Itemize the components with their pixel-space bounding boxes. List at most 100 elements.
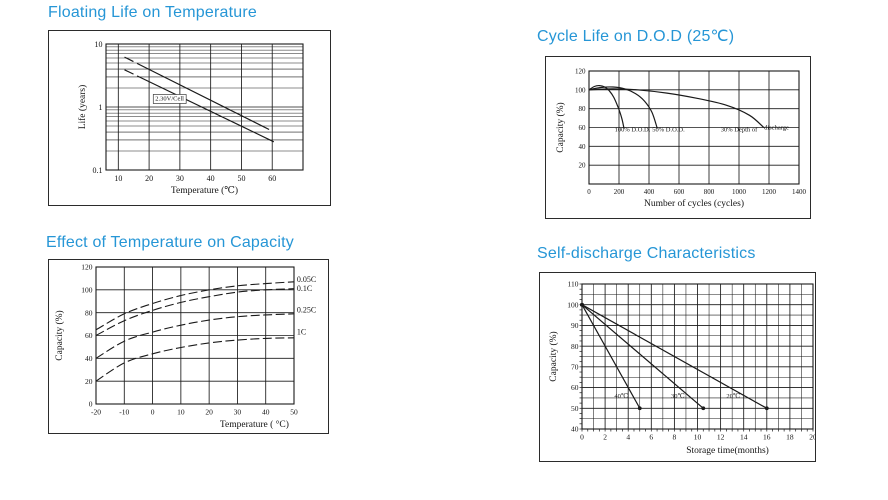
y-axis-label: Life (years) xyxy=(77,85,88,130)
x-tick-label: 14 xyxy=(740,433,748,442)
y-tick-label: 1 xyxy=(99,103,103,112)
chart-annotation: 1C xyxy=(297,327,306,336)
series-dod-30-percent xyxy=(588,88,765,128)
chart-panel-temperature-capacity: -20 -10 0 10 20 30 40 50 0 20 40 60 80 100 120 0.05C 0.1… xyxy=(48,259,329,434)
chart-annotation: 40℃ xyxy=(614,392,628,400)
chart-annotation: 30% Depth of xyxy=(721,127,758,134)
x-tick-label: 30 xyxy=(234,408,242,417)
x-tick-label: 1400 xyxy=(792,188,807,196)
chart-panel-self-discharge: 0 2 4 6 8 10 12 14 16 18 20 40 50 60 70 80 90 100 110 40℃ 30… xyxy=(539,272,816,462)
x-axis-label: Number of cycles (cycles) xyxy=(644,198,744,209)
series-storage-30C xyxy=(581,304,704,409)
series-storage-40C xyxy=(581,304,641,409)
y-tick-label: 10 xyxy=(95,40,103,49)
y-axis-label: Capacity (%) xyxy=(54,310,65,360)
chart-panel-floating-life: 10 20 30 40 50 60 10 1 0.1 2.30V/Cell Temperature … xyxy=(48,30,331,206)
y-tick-label: 90 xyxy=(571,321,579,330)
x-tick-label: 20 xyxy=(205,408,213,417)
series-rate-1C xyxy=(95,337,295,382)
x-tick-label: 12 xyxy=(717,433,725,442)
x-tick-label: 60 xyxy=(268,174,276,183)
chart-panel-cycle-life: 0 200 400 600 800 1000 1200 1400 20 40 60 80 100 120 1… xyxy=(545,56,811,219)
x-tick-label: 600 xyxy=(674,188,685,196)
x-tick-label: 1200 xyxy=(762,188,777,196)
series-rate-0.1C xyxy=(95,288,295,336)
chart-svg-temperature-capacity: -20 -10 0 10 20 30 40 50 0 20 40 60 80 100 120 0.05C0.1… xyxy=(54,263,316,430)
chart-annotation: 30℃ xyxy=(671,392,685,400)
data-point-marker xyxy=(637,406,642,411)
chart-annotation: 2.30V/Cell xyxy=(155,95,184,102)
x-tick-label: 20 xyxy=(809,433,815,442)
series-rate-0.05C xyxy=(95,281,295,331)
y-tick-label: 100 xyxy=(567,300,579,309)
x-tick-label: 10 xyxy=(177,408,185,417)
x-tick-label: 8 xyxy=(673,433,677,442)
x-tick-label: 2 xyxy=(603,433,607,442)
y-tick-label: 40 xyxy=(85,354,93,363)
y-tick-label: 120 xyxy=(81,263,93,272)
y-tick-label: 0.1 xyxy=(93,166,103,175)
chart-annotation: 0.1C xyxy=(297,284,312,293)
y-axis-label: Capacity (%) xyxy=(548,331,559,381)
chart-title-floating-life: Floating Life on Temperature xyxy=(48,4,257,21)
x-tick-label: 10 xyxy=(694,433,702,442)
chart-annotation: discharge xyxy=(764,124,789,131)
y-tick-label: 100 xyxy=(575,86,586,94)
x-tick-label: 16 xyxy=(763,433,771,442)
y-tick-label: 80 xyxy=(85,308,93,317)
series-dod-50-percent xyxy=(588,86,658,129)
data-point-marker xyxy=(764,406,769,411)
y-tick-label: 80 xyxy=(571,342,579,351)
x-tick-label: -10 xyxy=(119,408,129,417)
y-tick-label: 100 xyxy=(81,285,93,294)
y-tick-label: 20 xyxy=(579,162,587,170)
series-storage-20C xyxy=(581,304,768,409)
y-tick-label: 50 xyxy=(571,404,579,413)
x-tick-label: 40 xyxy=(207,174,215,183)
chart-annotation: 0.05C xyxy=(297,275,316,284)
x-tick-label: 0 xyxy=(587,188,591,196)
x-tick-label: 200 xyxy=(614,188,625,196)
chart-annotation: 0.25C xyxy=(297,306,316,315)
x-tick-label: 50 xyxy=(290,408,298,417)
x-tick-label: 4 xyxy=(626,433,630,442)
x-tick-label: 20 xyxy=(145,174,153,183)
chart-svg-floating-life: 10 20 30 40 50 60 10 1 0.1 2.30V/Cell Temperature … xyxy=(77,40,304,196)
x-tick-label: 50 xyxy=(237,174,245,183)
annotation-box xyxy=(152,94,187,104)
y-tick-label: 20 xyxy=(85,377,93,386)
y-tick-label: 80 xyxy=(579,105,587,113)
x-axis-label: Temperature ( °C) xyxy=(220,419,289,430)
chart-title-cycle-life: Cycle Life on D.O.D (25℃) xyxy=(537,28,735,45)
series-float-life-upper-limit xyxy=(124,56,270,131)
y-tick-label: 40 xyxy=(571,425,579,434)
y-tick-label: 60 xyxy=(85,331,93,340)
data-point-marker xyxy=(701,406,706,411)
x-tick-label: 1000 xyxy=(732,188,747,196)
x-axis-label: Temperature (℃) xyxy=(171,185,238,196)
x-tick-label: -20 xyxy=(91,408,101,417)
x-tick-label: 40 xyxy=(262,408,270,417)
data-point-marker xyxy=(580,302,584,307)
chart-annotation: 100% D.O.D. xyxy=(615,127,651,134)
chart-annotation: 20℃ xyxy=(726,392,740,400)
x-tick-label: 30 xyxy=(176,174,184,183)
y-tick-label: 110 xyxy=(568,280,579,289)
x-tick-label: 6 xyxy=(649,433,653,442)
y-tick-label: 70 xyxy=(571,362,579,371)
x-tick-label: 400 xyxy=(644,188,655,196)
y-tick-label: 0 xyxy=(89,400,93,409)
series-float-life-lower-limit xyxy=(124,69,275,143)
x-tick-label: 18 xyxy=(786,433,794,442)
series-rate-0.25C xyxy=(95,313,295,359)
y-tick-label: 60 xyxy=(579,124,587,132)
y-tick-label: 60 xyxy=(571,383,579,392)
chart-svg-cycle-life: 0 200 400 600 800 1000 1200 1400 20 40 60 80 100 120 1… xyxy=(555,67,807,209)
y-tick-label: 120 xyxy=(575,67,586,75)
x-tick-label: 10 xyxy=(114,174,122,183)
y-tick-label: 40 xyxy=(579,143,587,151)
x-tick-label: 0 xyxy=(151,408,155,417)
series-dod-100-percent xyxy=(588,84,625,129)
x-tick-label: 0 xyxy=(580,433,584,442)
